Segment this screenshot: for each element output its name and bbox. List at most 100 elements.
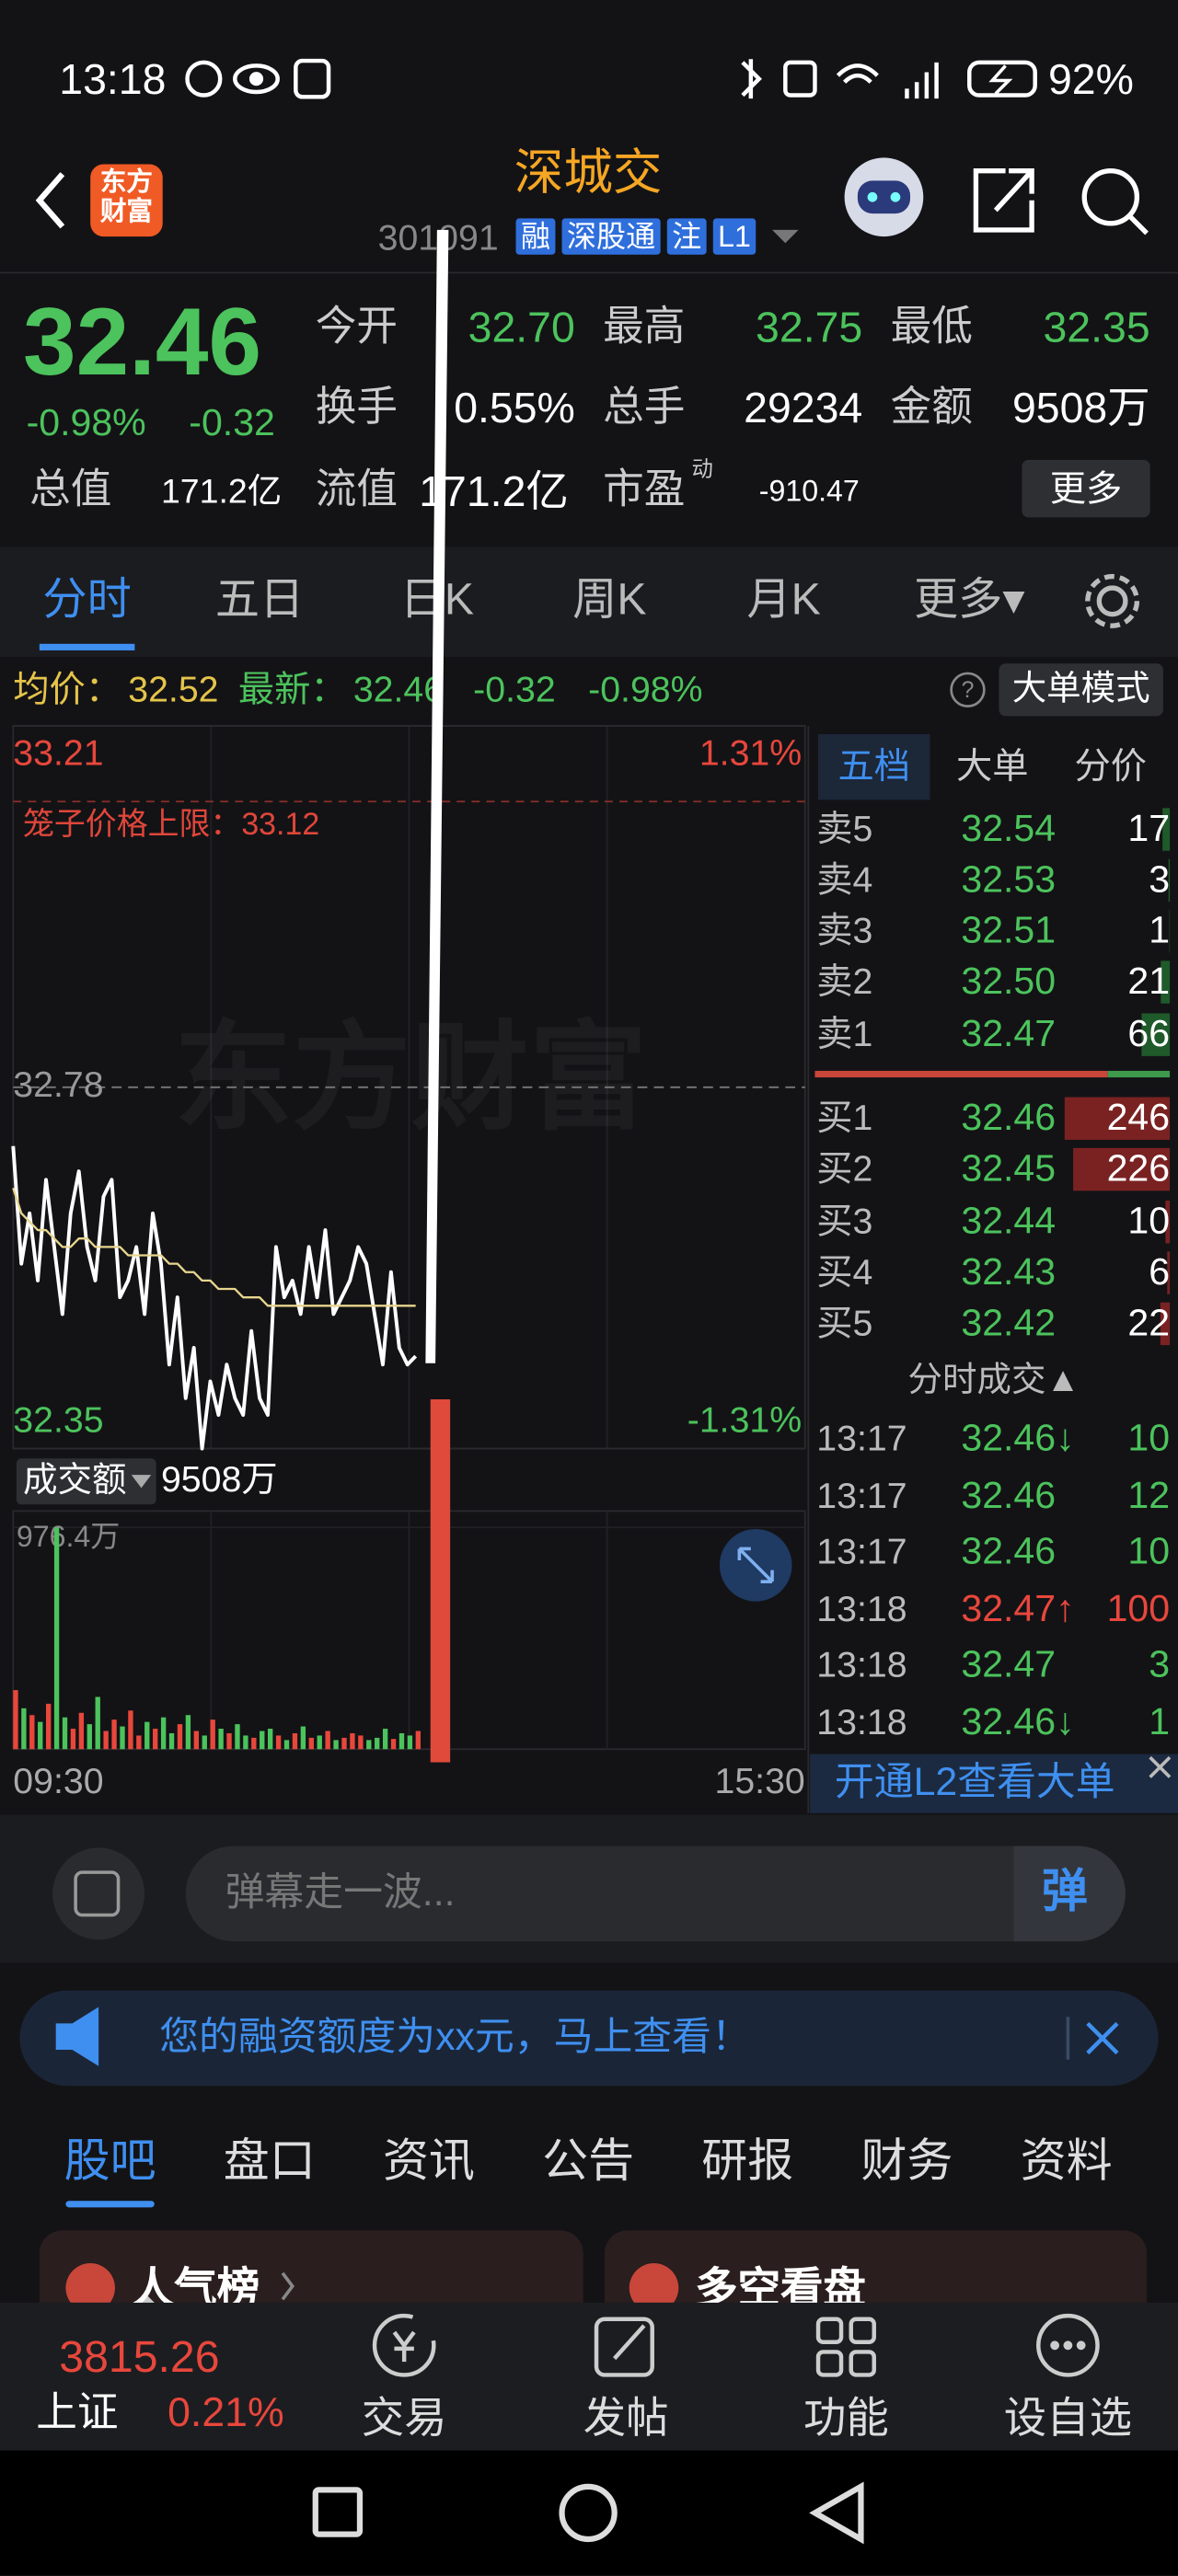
danmaku-button-bg[interactable] [1013,1846,1126,1942]
card-title[interactable]: 人气榜 [131,2263,260,2313]
tab-underline [65,2201,155,2208]
stat-value: 32.35 [1043,302,1150,352]
index-change[interactable]: 0.21% [167,2389,284,2436]
mode-button-bg[interactable] [999,663,1163,717]
status-battery: 92% [1047,53,1134,104]
stock-tag: 融 [515,218,556,255]
depth-label: 卖2 [816,960,873,1002]
y2-tick-label: 1.31% [699,733,802,774]
trade-time: 13:17 [816,1417,907,1459]
depth-price: 32.43 [961,1249,1057,1293]
depth-qty: 226 [1106,1146,1171,1190]
depth-qty: 10 [1127,1199,1171,1242]
more-button[interactable]: 更多 [1022,459,1150,518]
depth-price: 32.50 [961,959,1057,1002]
trade-qty: 10 [1127,1529,1171,1572]
depth-qty: 246 [1106,1095,1171,1139]
volume-bar [226,1732,232,1750]
section-tab[interactable]: 研报 [701,2134,794,2187]
trade-time: 13:18 [816,1701,907,1743]
l2-link[interactable]: 开通L2查看大单 [834,1760,1115,1805]
cap-label: 流值 [315,466,398,512]
nav-item[interactable]: 设自选 [1003,2393,1133,2443]
depth-label: 卖4 [816,858,873,901]
danmaku-button[interactable]: 弹 [1041,1866,1088,1917]
search-icon[interactable] [1081,167,1149,236]
bid-ratio-bar [814,1070,1108,1078]
section-tab[interactable]: 公告 [542,2134,635,2187]
trade-price: 32.47 [961,1642,1057,1685]
change-pct: -0.98% [26,400,146,444]
volume-bar [128,1710,133,1750]
nav-item[interactable]: 交易 [361,2393,447,2443]
volume-bar [38,1721,43,1750]
section-tab[interactable]: 资讯 [382,2134,475,2187]
volume-bar [251,1737,257,1750]
trade-qty: 3 [1149,1642,1171,1685]
volume-selector-bg[interactable] [16,1458,156,1505]
card-title[interactable]: 多空看盘 [695,2263,866,2313]
orderbook-tab[interactable]: 分价 [1074,745,1148,788]
y-tick-label: 33.21 [13,733,103,774]
banner-text[interactable]: 您的融资额度为xx元，马上查看！ [159,2015,751,2060]
drawn-stroke [425,229,449,1363]
index-value[interactable]: 3815.26 [59,2332,220,2382]
info-change-pct: -0.98% [588,668,703,710]
section-tab[interactable]: 盘口 [223,2134,316,2187]
depth-label: 买2 [816,1147,873,1190]
volume-bar [382,1729,388,1750]
trade-time: 13:18 [816,1644,907,1685]
back-icon[interactable] [35,172,65,229]
section-tab[interactable]: 财务 [860,2134,953,2187]
chart-tab[interactable]: 更多▾ [913,574,1025,625]
volume-bar [13,1690,18,1750]
trade-price: 32.46 [961,1529,1057,1572]
dropdown-icon[interactable] [772,229,799,244]
volume-bar [153,1729,158,1750]
l2-band[interactable] [810,1754,1178,1813]
volume-bar [210,1719,215,1750]
stat-value: 32.70 [468,302,575,352]
depth-bar [1162,808,1171,851]
banner-bg[interactable] [19,1990,1159,2087]
comment-input[interactable] [185,1846,1126,1942]
price-line [12,1188,416,1307]
orderbook-tab[interactable]: 五档 [837,745,911,788]
volume-bar [325,1731,330,1750]
chart-tab[interactable]: 五日 [214,574,305,625]
section-tab[interactable]: 资料 [1020,2134,1113,2187]
volume-bar [317,1735,322,1750]
volume-bar [350,1732,355,1750]
ask-ratio-bar [1107,1070,1171,1078]
volume-selector[interactable]: 成交额 [22,1461,127,1500]
nav-item[interactable]: 发帖 [583,2393,669,2443]
mode-button[interactable]: 大单模式 [1011,670,1150,708]
trades-title[interactable]: 分时成交▲ [907,1361,1080,1400]
close-icon[interactable] [1086,2021,1119,2055]
comment-placeholder[interactable]: 弹幕走一波... [225,1870,456,1915]
share-icon[interactable] [973,167,1034,233]
volume-bar [144,1721,150,1750]
chart-tab[interactable]: 分时 [42,574,132,625]
help-icon[interactable] [950,672,986,707]
depth-bar [1161,960,1171,1004]
volume-bar [136,1735,142,1750]
volume-bar [21,1708,27,1750]
chart-tab[interactable]: 月K [746,574,821,625]
cap-value: -910.47 [758,474,860,508]
comment-icon[interactable] [52,1847,145,1940]
chart-tab[interactable]: 周K [572,574,647,625]
system-nav-icons[interactable] [312,2481,864,2545]
megaphone-icon [55,2007,99,2066]
index-name[interactable]: 上证 [36,2389,119,2436]
volume-bar [218,1729,224,1750]
nav-item[interactable]: 功能 [803,2393,889,2443]
close-icon[interactable] [1149,1755,1172,1778]
logo[interactable]: 东方财富 [99,168,154,228]
depth-bar [1165,1200,1171,1244]
depth-price: 32.54 [961,806,1057,849]
nav-icons [372,2313,1100,2377]
section-tab[interactable]: 股吧 [64,2134,156,2187]
orderbook-tab[interactable]: 大单 [955,745,1029,788]
